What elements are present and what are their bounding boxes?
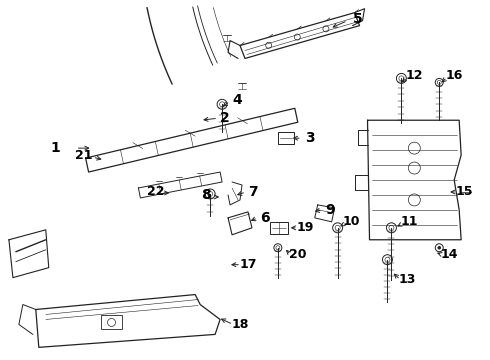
Text: 14: 14 <box>441 248 458 261</box>
Text: 10: 10 <box>343 215 360 228</box>
Text: 17: 17 <box>239 258 257 271</box>
Text: 5: 5 <box>353 12 363 26</box>
Text: 6: 6 <box>260 211 270 225</box>
Text: 11: 11 <box>401 215 418 228</box>
Circle shape <box>438 246 441 249</box>
Text: 12: 12 <box>406 69 423 82</box>
Text: 3: 3 <box>305 131 315 145</box>
Text: 20: 20 <box>289 248 307 261</box>
Text: 2: 2 <box>220 111 230 125</box>
Text: 8: 8 <box>201 188 211 202</box>
Text: 18: 18 <box>231 318 249 331</box>
Text: 9: 9 <box>325 203 335 217</box>
Text: 15: 15 <box>455 185 473 198</box>
Text: 19: 19 <box>296 221 314 234</box>
Text: 1: 1 <box>51 141 61 155</box>
Text: 22: 22 <box>147 185 164 198</box>
Bar <box>270 222 288 234</box>
Text: 21: 21 <box>75 149 93 162</box>
Text: 4: 4 <box>232 93 242 107</box>
Bar <box>100 315 122 329</box>
Text: 16: 16 <box>445 69 463 82</box>
Text: 13: 13 <box>399 273 416 286</box>
Bar <box>278 132 294 144</box>
Text: 7: 7 <box>248 185 258 199</box>
